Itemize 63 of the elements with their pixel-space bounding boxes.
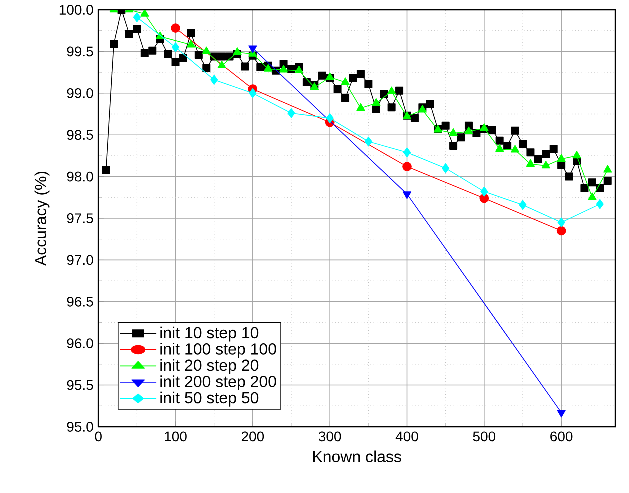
point — [288, 108, 296, 118]
point — [341, 78, 350, 86]
legend-label: init 50 step 50 — [160, 392, 259, 407]
y-tick-label: 96.5 — [67, 296, 94, 307]
y-tick-label: 98.5 — [67, 130, 94, 140]
point — [496, 144, 504, 152]
point — [264, 64, 273, 72]
point — [442, 164, 450, 174]
point — [364, 136, 372, 147]
point — [402, 162, 412, 172]
point — [140, 10, 150, 17]
point — [172, 42, 180, 52]
point — [233, 48, 242, 56]
point — [558, 218, 566, 228]
point — [171, 24, 180, 34]
point — [210, 75, 218, 85]
point — [557, 154, 566, 162]
point — [596, 199, 604, 210]
point — [480, 186, 488, 197]
x-axis-title: Known class — [314, 450, 402, 463]
x-tick-label: 100 — [165, 432, 187, 442]
point — [526, 159, 536, 167]
point — [557, 410, 566, 418]
x-tick-label: 400 — [396, 432, 418, 442]
y-tick-label: 95.5 — [67, 380, 94, 390]
y-tick-label: 96.0 — [67, 338, 94, 349]
point — [519, 200, 527, 210]
legend-label: init 100 step 100 — [160, 343, 276, 358]
x-tick-label: 500 — [473, 432, 496, 442]
legend-label: init 10 step 10 — [160, 326, 259, 342]
point — [604, 165, 612, 173]
point — [372, 98, 381, 106]
point — [588, 192, 597, 200]
point — [510, 145, 520, 153]
point — [356, 103, 366, 112]
point — [218, 60, 226, 69]
legend-label: init 200 step 200 — [160, 376, 276, 391]
point — [556, 226, 566, 236]
x-tick-label: 0 — [95, 432, 102, 442]
point — [403, 148, 412, 158]
x-tick-label: 600 — [550, 432, 573, 442]
point — [572, 151, 582, 159]
y-tick-label: 98.0 — [67, 172, 94, 182]
x-tick-label: 300 — [318, 432, 342, 442]
point — [542, 161, 550, 169]
point — [202, 46, 211, 54]
legend-label: init 20 step 20 — [160, 359, 259, 374]
y-axis-title: Accuracy (%) — [34, 172, 50, 266]
point — [387, 86, 396, 94]
x-tick-label: 200 — [242, 432, 264, 442]
y-tick-label: 95.0 — [67, 422, 94, 432]
point — [326, 113, 334, 124]
y-tick-label: 99.0 — [67, 88, 94, 98]
point — [279, 65, 288, 73]
y-tick-label: 97.0 — [67, 255, 94, 266]
y-tick-label: 100.0 — [60, 5, 94, 15]
point — [464, 126, 474, 134]
point — [449, 128, 458, 136]
point — [186, 40, 196, 48]
y-tick-label: 97.5 — [67, 214, 94, 224]
point — [133, 12, 141, 22]
point — [249, 88, 257, 98]
y-tick-label: 99.5 — [67, 46, 94, 57]
